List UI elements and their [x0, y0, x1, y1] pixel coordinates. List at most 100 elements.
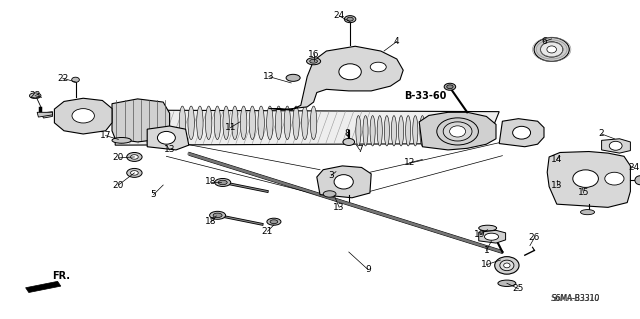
- Text: 17: 17: [100, 131, 111, 140]
- Polygon shape: [602, 139, 630, 153]
- Ellipse shape: [275, 106, 282, 140]
- Text: S6MA-B3310: S6MA-B3310: [552, 294, 600, 303]
- Ellipse shape: [384, 116, 389, 146]
- Polygon shape: [317, 166, 371, 198]
- Ellipse shape: [205, 106, 212, 140]
- Polygon shape: [547, 152, 630, 207]
- Ellipse shape: [72, 77, 79, 82]
- Polygon shape: [479, 230, 506, 243]
- Text: 21: 21: [262, 227, 273, 236]
- Ellipse shape: [310, 59, 317, 63]
- Polygon shape: [147, 126, 189, 150]
- Text: 15: 15: [578, 189, 589, 197]
- Text: 13: 13: [263, 72, 275, 81]
- Ellipse shape: [307, 58, 321, 65]
- Ellipse shape: [310, 106, 317, 140]
- Ellipse shape: [347, 17, 353, 21]
- Ellipse shape: [301, 106, 308, 140]
- Text: 13: 13: [551, 181, 563, 189]
- Ellipse shape: [547, 46, 557, 53]
- Ellipse shape: [513, 126, 531, 139]
- Ellipse shape: [179, 106, 186, 140]
- Ellipse shape: [64, 104, 102, 128]
- Ellipse shape: [370, 62, 387, 72]
- Ellipse shape: [210, 211, 226, 219]
- Ellipse shape: [284, 106, 291, 140]
- Ellipse shape: [635, 176, 640, 185]
- Ellipse shape: [267, 106, 273, 140]
- Ellipse shape: [112, 137, 131, 143]
- Text: 18: 18: [205, 217, 217, 226]
- Polygon shape: [54, 98, 112, 134]
- Ellipse shape: [392, 116, 397, 146]
- Text: 22: 22: [57, 74, 68, 83]
- Ellipse shape: [29, 93, 41, 99]
- Polygon shape: [115, 110, 499, 145]
- Ellipse shape: [157, 131, 175, 144]
- Text: 3: 3: [329, 171, 334, 180]
- Ellipse shape: [420, 116, 425, 146]
- Ellipse shape: [479, 225, 497, 231]
- Text: 1: 1: [484, 246, 489, 255]
- Ellipse shape: [356, 116, 361, 146]
- Ellipse shape: [447, 85, 453, 89]
- Ellipse shape: [270, 220, 278, 224]
- Ellipse shape: [339, 64, 362, 80]
- Ellipse shape: [495, 256, 519, 274]
- Ellipse shape: [131, 155, 138, 159]
- Polygon shape: [269, 46, 403, 110]
- Ellipse shape: [214, 106, 221, 140]
- Text: 8: 8: [344, 130, 349, 138]
- Ellipse shape: [500, 260, 514, 271]
- Ellipse shape: [399, 116, 404, 146]
- Ellipse shape: [444, 83, 456, 90]
- Ellipse shape: [413, 116, 418, 146]
- Text: 11: 11: [225, 123, 236, 132]
- Ellipse shape: [293, 106, 300, 140]
- Text: 26: 26: [529, 233, 540, 242]
- Ellipse shape: [343, 138, 355, 145]
- Ellipse shape: [377, 116, 382, 146]
- Text: 20: 20: [113, 181, 124, 189]
- Ellipse shape: [241, 106, 247, 140]
- Ellipse shape: [213, 213, 222, 218]
- Text: 9: 9: [365, 265, 371, 274]
- Ellipse shape: [323, 191, 336, 197]
- Ellipse shape: [232, 106, 238, 140]
- Text: 4: 4: [394, 37, 399, 46]
- Text: 13: 13: [164, 145, 175, 154]
- Text: 7: 7: [357, 145, 362, 154]
- Ellipse shape: [131, 171, 138, 175]
- Text: 19: 19: [474, 230, 486, 239]
- Polygon shape: [26, 281, 61, 293]
- Text: 24: 24: [628, 163, 639, 172]
- Text: 24: 24: [333, 11, 345, 20]
- Ellipse shape: [449, 126, 466, 137]
- Ellipse shape: [72, 108, 95, 123]
- Text: 2: 2: [599, 130, 604, 138]
- Ellipse shape: [334, 175, 353, 189]
- Ellipse shape: [363, 116, 368, 146]
- Text: 23: 23: [29, 91, 41, 100]
- Ellipse shape: [609, 141, 622, 150]
- Polygon shape: [41, 112, 52, 118]
- Text: 18: 18: [205, 177, 217, 186]
- Ellipse shape: [223, 106, 229, 140]
- Polygon shape: [37, 112, 52, 117]
- Ellipse shape: [249, 106, 255, 140]
- Ellipse shape: [286, 74, 300, 81]
- Polygon shape: [419, 112, 496, 150]
- Text: 13: 13: [333, 203, 345, 212]
- Ellipse shape: [498, 280, 516, 286]
- Text: 5: 5: [151, 190, 156, 199]
- Text: 16: 16: [308, 50, 319, 59]
- Text: 20: 20: [113, 153, 124, 162]
- Polygon shape: [499, 119, 544, 147]
- Text: S6MA-B3310: S6MA-B3310: [552, 294, 600, 303]
- Ellipse shape: [443, 122, 472, 141]
- Text: 6: 6: [541, 37, 547, 46]
- Text: 14: 14: [551, 155, 563, 164]
- Ellipse shape: [605, 172, 624, 185]
- Ellipse shape: [344, 16, 356, 23]
- Ellipse shape: [214, 178, 231, 186]
